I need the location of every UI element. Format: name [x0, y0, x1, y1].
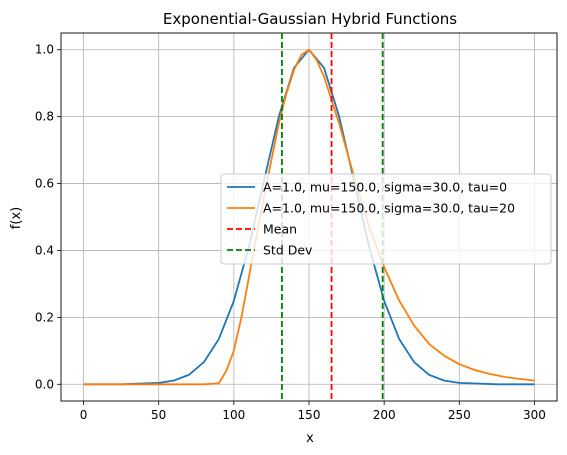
x-tick-label: 250: [448, 408, 471, 422]
legend-box: [220, 173, 552, 265]
x-tick-label: 100: [222, 408, 245, 422]
x-tick-label: 0: [80, 408, 88, 422]
x-tick-label: 200: [373, 408, 396, 422]
y-axis-label: f(x): [9, 207, 24, 229]
x-tick-label: 300: [523, 408, 546, 422]
legend-label: A=1.0, mu=150.0, sigma=30.0, tau=0: [263, 180, 507, 195]
x-tick-label: 150: [298, 408, 321, 422]
legend-label: Mean: [263, 222, 297, 237]
y-tick-label: 0.2: [35, 310, 54, 324]
series-line-2: [83, 48, 535, 386]
y-tick-label: 0.6: [35, 177, 54, 191]
x-tick-label: 50: [151, 408, 166, 422]
x-ticks: 0 50 100 150 200 250 300: [80, 401, 546, 422]
y-tick-label: 0.0: [35, 377, 54, 391]
legend: A=1.0, mu=150.0, sigma=30.0, tau=0 A=1.0,…: [220, 173, 552, 265]
legend-label: Std Dev: [263, 243, 313, 258]
chart-title: Exponential-Gaussian Hybrid Functions: [163, 10, 457, 28]
y-ticks: 0.0 0.2 0.4 0.6 0.8 1.0: [35, 43, 61, 391]
legend-label: A=1.0, mu=150.0, sigma=30.0, tau=20: [263, 201, 515, 216]
x-axis-label: x: [306, 431, 314, 446]
y-tick-label: 0.8: [35, 110, 54, 124]
y-tick-label: 1.0: [35, 43, 54, 57]
y-tick-label: 0.4: [35, 243, 54, 257]
